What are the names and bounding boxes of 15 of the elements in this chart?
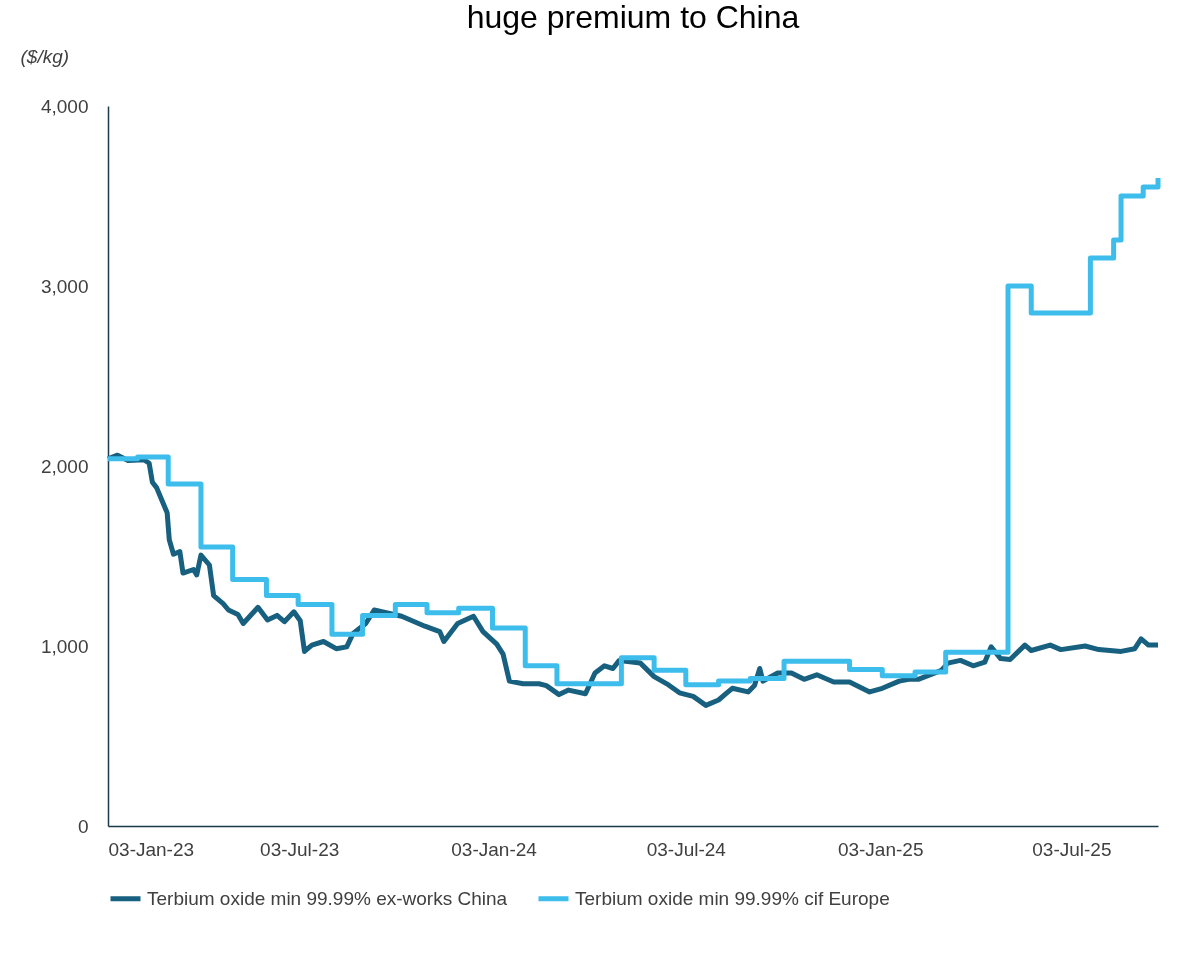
y-axis-title: ($/kg) [20, 45, 70, 67]
y-tick-label: 4,000 [40, 95, 89, 117]
x-tick-label: 03-Jan-24 [451, 838, 538, 860]
y-tick-label: 3,000 [40, 275, 89, 297]
x-tick-label: 03-Jul-25 [1032, 838, 1112, 860]
x-tick-label: 03-Jul-23 [260, 838, 340, 860]
legend-label: Terbium oxide min 99.99% cif Europe [575, 887, 890, 909]
y-tick-label: 2,000 [40, 455, 89, 477]
legend-label: Terbium oxide min 99.99% ex-works China [147, 887, 508, 909]
x-tick-label: 03-Jul-24 [646, 838, 727, 860]
y-tick-label: 1,000 [40, 635, 89, 657]
y-tick-label: 0 [77, 815, 89, 837]
chart-title: huge premium to China [466, 0, 800, 35]
x-tick-label: 03-Jan-23 [108, 838, 195, 860]
x-tick-label: 03-Jan-25 [837, 838, 924, 860]
